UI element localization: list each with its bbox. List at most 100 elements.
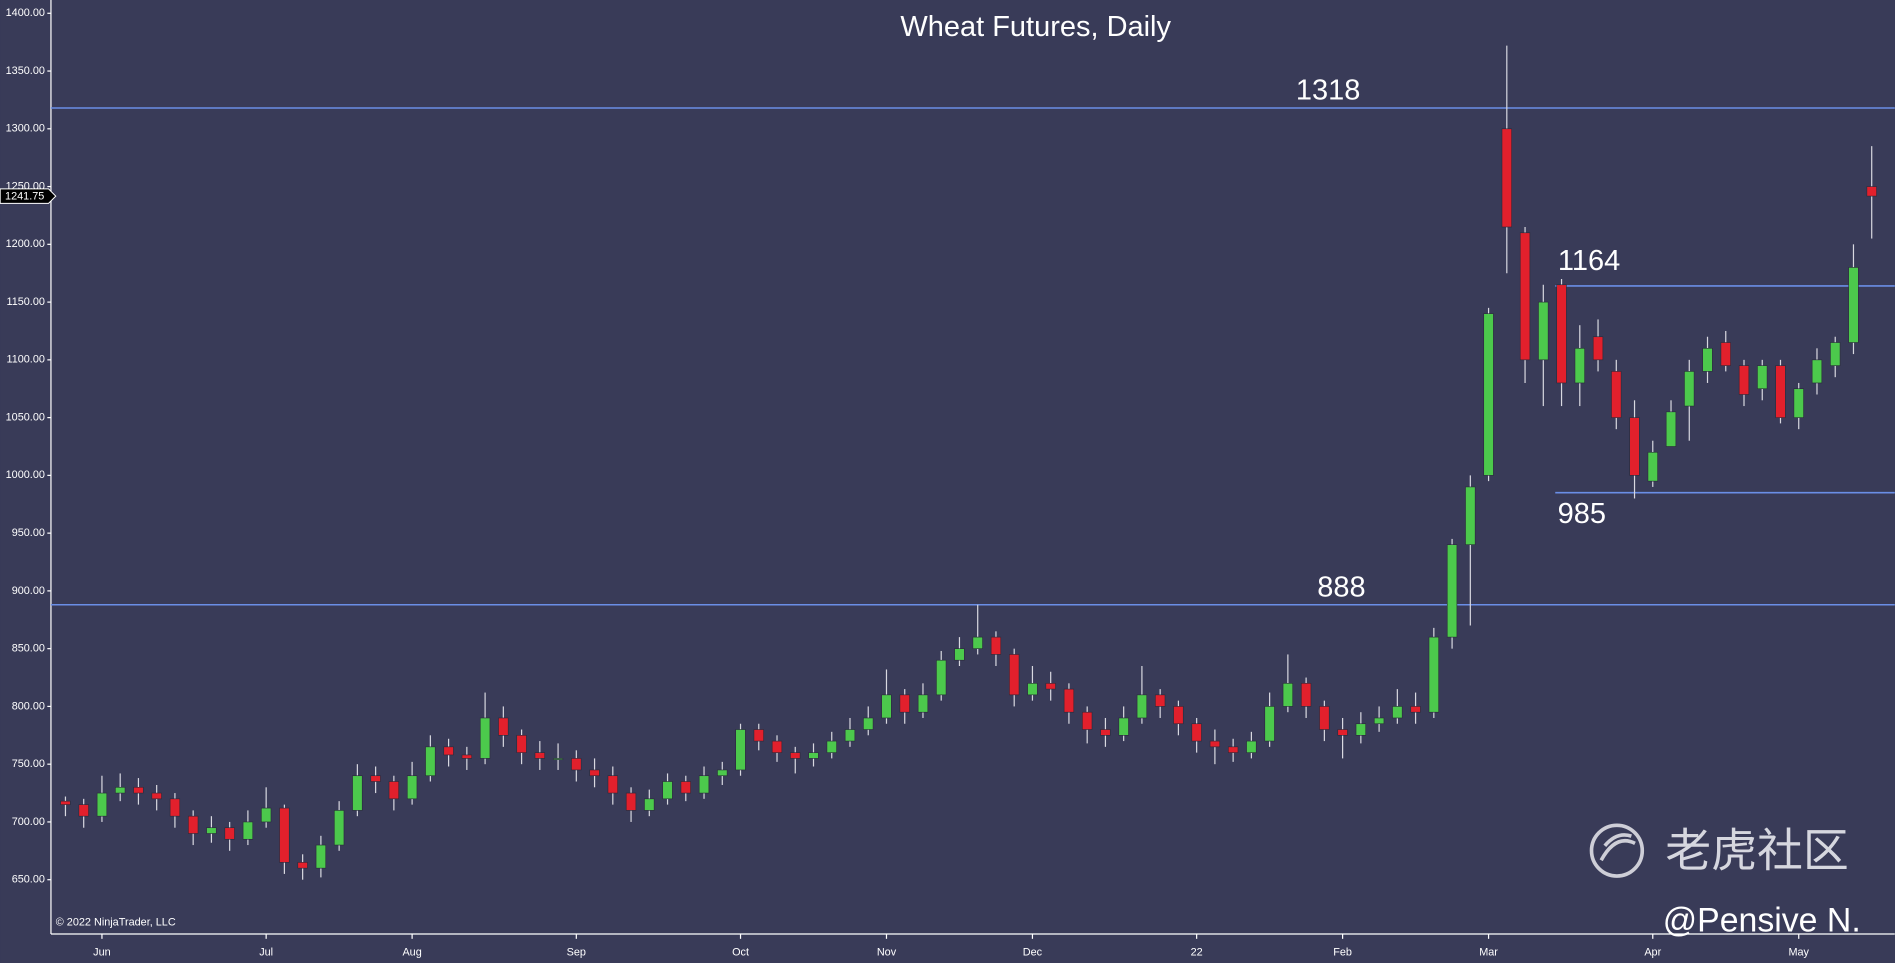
candle-body (370, 775, 381, 782)
y-tick-label: 1400.00 (6, 7, 45, 19)
candle-body (954, 648, 965, 661)
candle-body (790, 752, 801, 759)
candle-body (1775, 365, 1786, 418)
x-tick-label: Nov (877, 947, 897, 959)
watermark-icon (1589, 823, 1645, 878)
candle-body (899, 694, 910, 713)
candle-body (425, 746, 436, 777)
chart-title: Wheat Futures, Daily (900, 11, 1171, 43)
x-tick-label: Sep (567, 947, 586, 959)
candle-body (1811, 359, 1823, 384)
candle-body (571, 758, 582, 771)
last-price-marker (0, 188, 57, 204)
candle-body (1848, 267, 1859, 343)
candle-body (717, 769, 728, 777)
x-tick-label: Jul (259, 947, 273, 959)
candle-body (1574, 347, 1585, 384)
x-tick-label: Jun (93, 947, 111, 959)
candle-body (552, 758, 564, 760)
x-tick-label: Aug (402, 947, 421, 959)
candle-body (516, 735, 527, 753)
x-tick-label: Apr (1644, 947, 1661, 959)
candle-body (1793, 388, 1804, 418)
candle-body (1501, 128, 1512, 228)
y-tick-label: 1050.00 (6, 411, 45, 423)
y-tick-label: 1000.00 (6, 469, 45, 481)
candle-body (863, 717, 874, 730)
candle-body (844, 729, 856, 742)
candle-body (589, 769, 600, 777)
candle-body (1866, 186, 1877, 197)
y-tick-label: 800.00 (12, 700, 45, 712)
candle-body (1738, 365, 1750, 395)
candle-body (1392, 706, 1403, 719)
candle-body (479, 717, 491, 759)
candle-body (133, 786, 144, 794)
candle-body (607, 775, 618, 794)
candle-body (333, 810, 345, 846)
y-tick-label: 950.00 (12, 527, 45, 539)
candle-body (1830, 342, 1841, 366)
candle-body (1282, 683, 1294, 707)
y-tick-label: 1300.00 (6, 123, 45, 135)
x-tick-label: Mar (1479, 947, 1498, 959)
candle-body (1173, 706, 1184, 725)
candle-body (1136, 694, 1148, 719)
candle-body (1647, 451, 1658, 482)
candle-body (1684, 371, 1695, 407)
candle-body (1228, 746, 1239, 753)
candle-body (1757, 365, 1768, 390)
y-tick-label: 1150.00 (6, 296, 44, 308)
candle-body (644, 798, 655, 811)
candle-body (406, 775, 418, 800)
candle-body (1702, 347, 1713, 372)
candle-body (1519, 232, 1531, 361)
author: @Pensive N. (1663, 902, 1861, 940)
x-tick-label: Oct (732, 947, 749, 959)
candle-body (1009, 654, 1020, 696)
candle-body (1355, 723, 1366, 736)
candle-body (808, 752, 819, 759)
candle-body (261, 807, 272, 823)
candle-body (1410, 706, 1421, 713)
candles (60, 45, 1877, 880)
candle-body (735, 729, 746, 771)
candle-body (1465, 486, 1476, 545)
candle-body (771, 740, 783, 753)
candle-body (1665, 411, 1677, 447)
candle-body (1063, 688, 1075, 713)
candle-body (972, 636, 983, 649)
candle-body (1246, 740, 1257, 753)
candle-body (1611, 371, 1622, 418)
candle-body (534, 752, 545, 759)
candle-body (917, 694, 929, 713)
candle-body (1373, 717, 1385, 725)
candle-body (242, 821, 254, 840)
x-tick-label: May (1788, 947, 1809, 959)
level-label: 985 (1558, 498, 1606, 530)
candle-body (1045, 683, 1056, 690)
candle-body (1483, 313, 1494, 476)
candle-body (881, 694, 892, 719)
candle-body (625, 792, 637, 811)
candle-body (1629, 417, 1640, 476)
candle-body (352, 775, 363, 811)
candle-body (826, 740, 837, 753)
y-tick-label: 1200.00 (6, 238, 45, 250)
candle-body (1720, 342, 1731, 366)
y-tick-label: 750.00 (12, 758, 45, 770)
candle-body (936, 659, 947, 696)
candle-body (1027, 683, 1038, 696)
candle-body (1446, 544, 1458, 638)
candle-body (753, 729, 764, 742)
y-tick-label: 1100.00 (6, 354, 44, 366)
candle-body (78, 804, 89, 817)
candle-body (1300, 683, 1312, 707)
candle-body (60, 800, 71, 805)
last-price-label: 1241.75 (5, 191, 44, 203)
candle-body (1592, 336, 1604, 361)
candle-body (1191, 723, 1202, 742)
candle-body (206, 827, 217, 834)
